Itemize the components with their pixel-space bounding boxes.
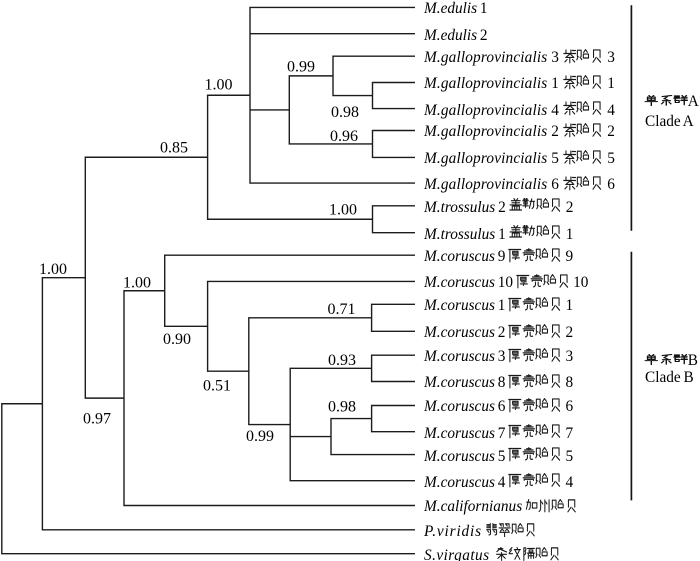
svg-text:0.97: 0.97 [83,411,111,428]
svg-text:1.00: 1.00 [329,202,357,219]
svg-text:0.99: 0.99 [246,428,274,445]
svg-text:0.51: 0.51 [203,378,231,395]
svg-text:0.93: 0.93 [328,352,356,369]
svg-text:0.96: 0.96 [330,128,358,145]
svg-text:0.71: 0.71 [328,301,356,318]
svg-text:0.85: 0.85 [160,140,188,157]
svg-text:0.98: 0.98 [331,104,359,121]
svg-text:0.90: 0.90 [163,331,191,348]
svg-text:0.98: 0.98 [328,399,356,416]
svg-text:0.99: 0.99 [287,59,315,76]
svg-text:1.00: 1.00 [205,77,233,94]
svg-text:1.00: 1.00 [39,261,67,278]
svg-text:1.00: 1.00 [123,275,151,292]
